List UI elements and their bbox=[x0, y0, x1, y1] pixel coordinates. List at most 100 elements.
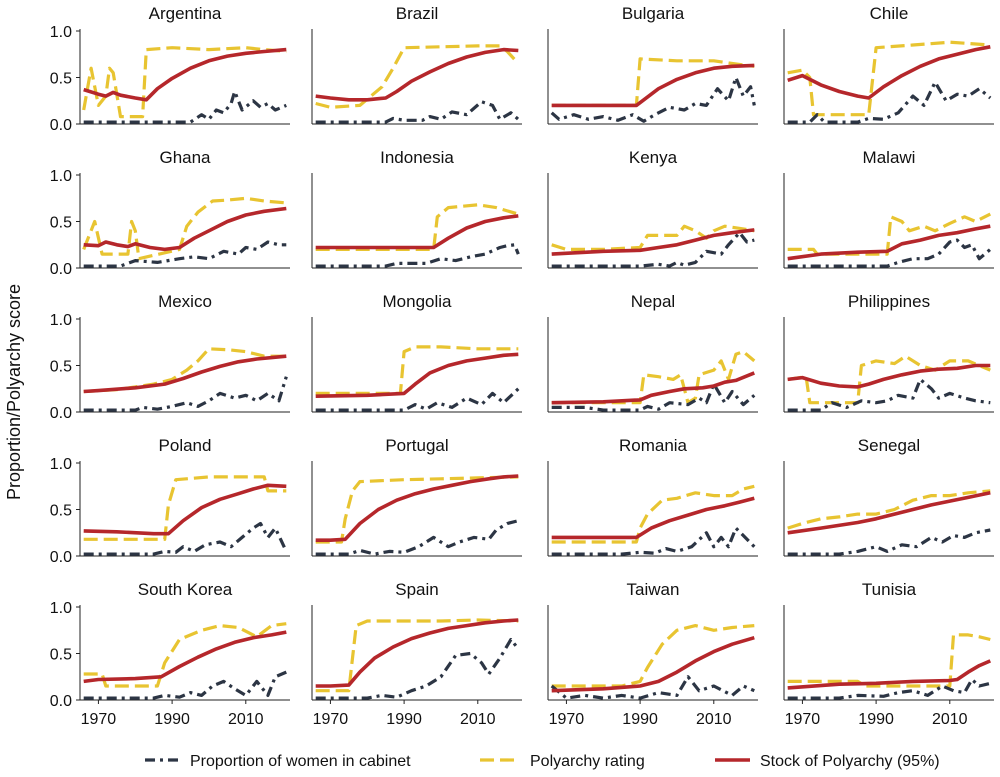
panel-tunisia: Tunisia 1970 1990 2010 bbox=[783, 580, 994, 728]
series-stock-portugal bbox=[315, 474, 519, 542]
panel-malawi: Malawi bbox=[783, 148, 994, 269]
y-tick-label: 1.0 bbox=[50, 24, 72, 41]
series-stock-philippines bbox=[787, 363, 991, 389]
series-stock-argentina bbox=[83, 47, 287, 102]
panel-kenya: Kenya bbox=[547, 148, 758, 269]
series-polyarchy-chile bbox=[787, 40, 991, 117]
panel-title: Chile bbox=[870, 4, 909, 23]
series-polyarchy-mongolia bbox=[315, 345, 519, 395]
y-tick-label: 0.0 bbox=[50, 693, 72, 710]
series-stock-mongolia bbox=[315, 352, 519, 398]
series-stock-taiwan bbox=[551, 635, 755, 693]
series-stock-tunisia bbox=[787, 659, 992, 690]
series-women-south-korea bbox=[83, 670, 287, 700]
panel-nepal: Nepal bbox=[547, 292, 758, 413]
panel-mongolia: Mongolia bbox=[311, 292, 522, 413]
panel-title: Senegal bbox=[858, 436, 920, 455]
series-polyarchy-portugal bbox=[315, 475, 519, 544]
series-polyarchy-south-korea bbox=[83, 622, 287, 688]
x-tick-label: 2010 bbox=[932, 711, 968, 728]
series-stock-bulgaria bbox=[551, 63, 755, 108]
series-polyarchy-senegal bbox=[787, 489, 991, 530]
series-women-malawi bbox=[787, 238, 992, 268]
panel-chile: Chile bbox=[783, 4, 994, 125]
x-tick-label: 2010 bbox=[460, 711, 496, 728]
legend: Proportion of women in cabinet Polyarchy… bbox=[145, 753, 940, 770]
series-stock-kenya bbox=[551, 228, 755, 256]
panel-title: South Korea bbox=[138, 580, 233, 599]
x-tick-label: 1970 bbox=[549, 711, 585, 728]
panel-senegal: Senegal bbox=[783, 436, 994, 557]
series-women-taiwan bbox=[550, 675, 755, 700]
series-polyarchy-argentina bbox=[82, 46, 287, 119]
panel-ghana: Ghana 0.0 0.5 1.0 bbox=[50, 148, 290, 278]
panel-title: Kenya bbox=[629, 148, 678, 167]
series-stock-poland bbox=[83, 483, 287, 536]
panel-title: Argentina bbox=[149, 4, 222, 23]
series-women-mexico bbox=[83, 376, 288, 412]
series-stock-malawi bbox=[787, 224, 991, 261]
series-women-mongolia bbox=[315, 387, 520, 412]
small-multiples-grid: Argentina 0.0 0.5 1.0 Brazil Bulgaria Chile Gha… bbox=[50, 4, 994, 728]
x-tick-label: 1970 bbox=[313, 711, 349, 728]
series-women-senegal bbox=[787, 528, 991, 556]
x-tick-label: 1990 bbox=[386, 711, 422, 728]
series-women-spain bbox=[315, 637, 520, 700]
series-stock-nepal bbox=[551, 371, 755, 405]
series-women-brazil bbox=[315, 100, 520, 124]
x-tick-label: 2010 bbox=[228, 711, 264, 728]
y-axis-label: Proportion/Polyarchy score bbox=[4, 284, 24, 500]
series-stock-brazil bbox=[315, 47, 519, 102]
x-tick-label: 2010 bbox=[696, 711, 732, 728]
series-stock-romania bbox=[551, 496, 755, 540]
series-polyarchy-kenya bbox=[551, 224, 755, 251]
series-stock-ghana bbox=[83, 206, 287, 252]
legend-label-stock: Stock of Polyarchy (95%) bbox=[760, 753, 940, 770]
x-tick-label: 1970 bbox=[785, 711, 821, 728]
x-tick-label: 1990 bbox=[154, 711, 190, 728]
series-polyarchy-nepal bbox=[551, 350, 756, 405]
series-polyarchy-mexico bbox=[83, 347, 287, 394]
series-women-bulgaria bbox=[550, 75, 756, 123]
panel-title: Nepal bbox=[631, 292, 675, 311]
panel-title: Philippines bbox=[848, 292, 930, 311]
panel-taiwan: Taiwan 1970 1990 2010 bbox=[547, 580, 758, 728]
y-tick-label: 0.5 bbox=[50, 503, 72, 520]
series-women-philippines bbox=[787, 377, 991, 412]
series-women-nepal bbox=[551, 382, 756, 412]
y-tick-label: 0.5 bbox=[50, 647, 72, 664]
series-polyarchy-indonesia bbox=[315, 203, 519, 251]
panel-title: Romania bbox=[619, 436, 688, 455]
panel-mexico: Mexico 0.0 0.5 1.0 bbox=[50, 292, 290, 422]
panel-title: Poland bbox=[159, 436, 212, 455]
y-tick-label: 1.0 bbox=[50, 456, 72, 473]
x-tick-label: 1990 bbox=[622, 711, 658, 728]
legend-label-polyarchy: Polyarchy rating bbox=[530, 753, 645, 770]
series-women-poland bbox=[83, 521, 288, 556]
panel-title: Portugal bbox=[385, 436, 448, 455]
legend-label-women: Proportion of women in cabinet bbox=[190, 753, 411, 770]
y-tick-label: 0.0 bbox=[50, 261, 72, 278]
y-tick-label: 0.0 bbox=[50, 405, 72, 422]
series-polyarchy-malawi bbox=[787, 212, 992, 256]
series-stock-south-korea bbox=[83, 630, 287, 684]
series-polyarchy-ghana bbox=[82, 196, 287, 261]
panel-brazil: Brazil bbox=[311, 4, 522, 125]
panel-title: Brazil bbox=[396, 4, 439, 23]
x-tick-label: 1970 bbox=[81, 711, 117, 728]
panel-poland: Poland 0.0 0.5 1.0 bbox=[50, 436, 290, 566]
series-polyarchy-taiwan bbox=[551, 624, 755, 688]
series-stock-indonesia bbox=[315, 214, 519, 250]
panel-title: Ghana bbox=[159, 148, 211, 167]
series-stock-senegal bbox=[787, 491, 991, 535]
series-polyarchy-spain bbox=[315, 618, 519, 693]
y-tick-label: 1.0 bbox=[50, 600, 72, 617]
series-women-argentina bbox=[83, 89, 287, 124]
panel-argentina: Argentina 0.0 0.5 1.0 bbox=[50, 4, 290, 134]
panel-title: Mexico bbox=[158, 292, 212, 311]
series-polyarchy-philippines bbox=[787, 354, 991, 405]
series-stock-spain bbox=[315, 618, 519, 688]
panel-bulgaria: Bulgaria bbox=[547, 4, 758, 125]
x-tick-label: 1990 bbox=[858, 711, 894, 728]
y-tick-label: 1.0 bbox=[50, 168, 72, 185]
